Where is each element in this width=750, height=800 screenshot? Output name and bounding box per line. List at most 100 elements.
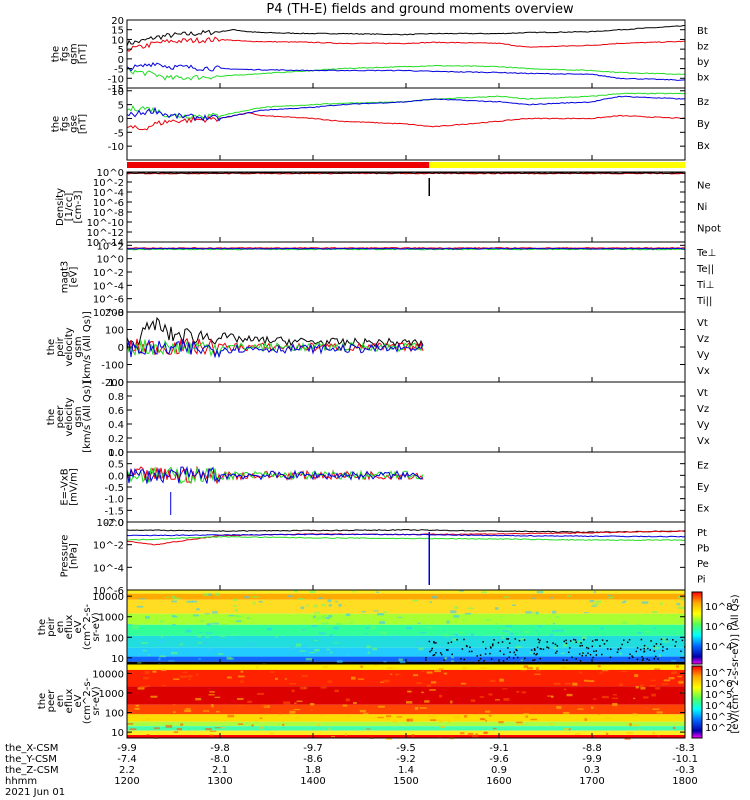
spectrogram-speck [639, 648, 642, 651]
x-row-value: -9.9 [582, 754, 602, 765]
spectrogram-texture [191, 600, 198, 603]
spectrogram-texture [237, 723, 244, 726]
spectrogram-texture [626, 731, 634, 734]
y-tick-label: 10^2 [97, 241, 124, 252]
x-row-value: -9.8 [210, 743, 230, 754]
spectrogram-speck [430, 649, 433, 652]
x-row-value: -8.0 [210, 754, 230, 765]
spectrogram-speck [653, 645, 656, 648]
spectrogram-texture [269, 671, 275, 673]
spectrogram-texture [321, 604, 326, 607]
spectrogram-speck [537, 638, 540, 641]
spectrogram-texture [561, 666, 567, 669]
spectrogram-texture [649, 685, 656, 687]
y-axis-label: magt3 [60, 261, 71, 294]
spectrogram-texture [360, 665, 363, 668]
spectrogram-speck [556, 645, 559, 647]
spectrogram-texture [681, 653, 686, 655]
spectrogram-texture [195, 697, 202, 701]
y-axis-label: gse [69, 115, 80, 133]
panel-frame [126, 241, 686, 313]
spectrogram-texture [378, 705, 385, 708]
spectrogram-texture [284, 678, 288, 680]
spectrogram-speck [581, 654, 584, 657]
panels: 20151050-5-10-15thefgsgsm[nT]Btbzbybx105… [37, 16, 721, 740]
spectrogram-texture [371, 626, 376, 629]
spectrogram-speck [636, 658, 639, 661]
spectrogram-texture [246, 617, 250, 619]
colorbar-tick: 10^2 [705, 723, 732, 734]
spectrogram-texture [426, 626, 434, 629]
spectrogram-texture [209, 691, 215, 693]
spectrogram-texture [296, 700, 303, 703]
legend-Ti||: Ti|| [696, 296, 712, 307]
spectrogram-speck [621, 643, 623, 646]
spectrogram-texture [611, 697, 619, 700]
spectrogram-texture [185, 708, 191, 710]
spectrogram-speck [642, 657, 645, 660]
y-tick-label: 0.8 [108, 392, 124, 403]
spectrogram-texture [464, 612, 472, 615]
spectrogram-speck [569, 640, 572, 642]
spectrogram-texture [636, 623, 641, 626]
spectrogram-texture [677, 606, 685, 609]
spectrogram-speck [556, 650, 558, 653]
y-axis-label: [km/s (All Qs)] [82, 311, 93, 383]
spectrogram-speck [681, 639, 684, 642]
spectrogram-texture [316, 617, 321, 620]
spectrogram-speck [533, 659, 536, 661]
y-axis-label: fgs [60, 46, 71, 61]
spectrogram-texture [621, 601, 626, 604]
legend-Bz: Bz [697, 97, 709, 108]
spectrogram-band [127, 613, 685, 625]
legend-Vx: Vx [697, 366, 710, 377]
spectrogram-texture [418, 704, 424, 706]
spectrogram-texture [453, 615, 460, 618]
spectrogram-texture [633, 697, 636, 700]
spectrogram-texture [454, 606, 459, 610]
spectrogram-texture [583, 679, 589, 682]
y-tick-label: 0.2 [108, 434, 124, 445]
colorbar: 10^810^610^410^710^610^510^410^310^2[eV/… [691, 591, 741, 739]
spectrogram-texture [442, 629, 445, 632]
y-tick-label: 10^0 [97, 168, 124, 179]
spectrogram-texture [619, 652, 623, 655]
y-tick-label: -10 [108, 74, 124, 85]
spectrogram-texture [623, 600, 627, 602]
y-tick-label: -100 [101, 361, 124, 372]
spectrogram-texture [534, 673, 541, 675]
spectrogram-texture [240, 670, 244, 673]
spectrogram-speck [568, 651, 570, 654]
spectrogram-texture [652, 731, 656, 735]
spectrogram-speck [606, 648, 609, 650]
spectrogram-texture [293, 709, 301, 711]
spectrogram-texture [470, 699, 476, 702]
spectrogram-speck [432, 654, 435, 657]
spectrogram-texture [310, 702, 315, 706]
y-axis-label: [1/cc] [64, 193, 75, 222]
panel-efield: 1.00.50.0-0.5-1.0-1.5-2.0E=-VxB[mV/m]EzE… [60, 448, 710, 529]
spectrogram-texture [602, 670, 609, 672]
spectrogram-texture [530, 718, 537, 721]
spectrogram-speck [641, 656, 643, 658]
spectrogram-texture [571, 637, 578, 640]
spectrogram-speck [568, 647, 571, 649]
spectrogram-speck [542, 648, 545, 651]
spectrogram-texture [600, 627, 604, 630]
spectrogram-texture [247, 700, 252, 703]
spectrogram-texture [294, 590, 298, 593]
spectrogram-texture [240, 680, 244, 683]
spectrogram-texture [220, 624, 228, 626]
spectrogram-texture [654, 668, 661, 670]
y-tick-label: 1000 [99, 689, 124, 700]
spectrogram-texture [551, 610, 557, 614]
y-tick-label: -15 [108, 84, 124, 95]
y-tick-label: 10^-2 [93, 541, 124, 552]
x-row-label: hhmm [5, 776, 37, 787]
spectrogram-speck [674, 645, 676, 647]
spectrogram-texture [659, 602, 663, 605]
spectrogram-texture [128, 710, 135, 714]
spectrogram-texture [398, 658, 403, 662]
spectrogram-texture [173, 711, 176, 714]
spectrogram-texture [429, 601, 433, 603]
